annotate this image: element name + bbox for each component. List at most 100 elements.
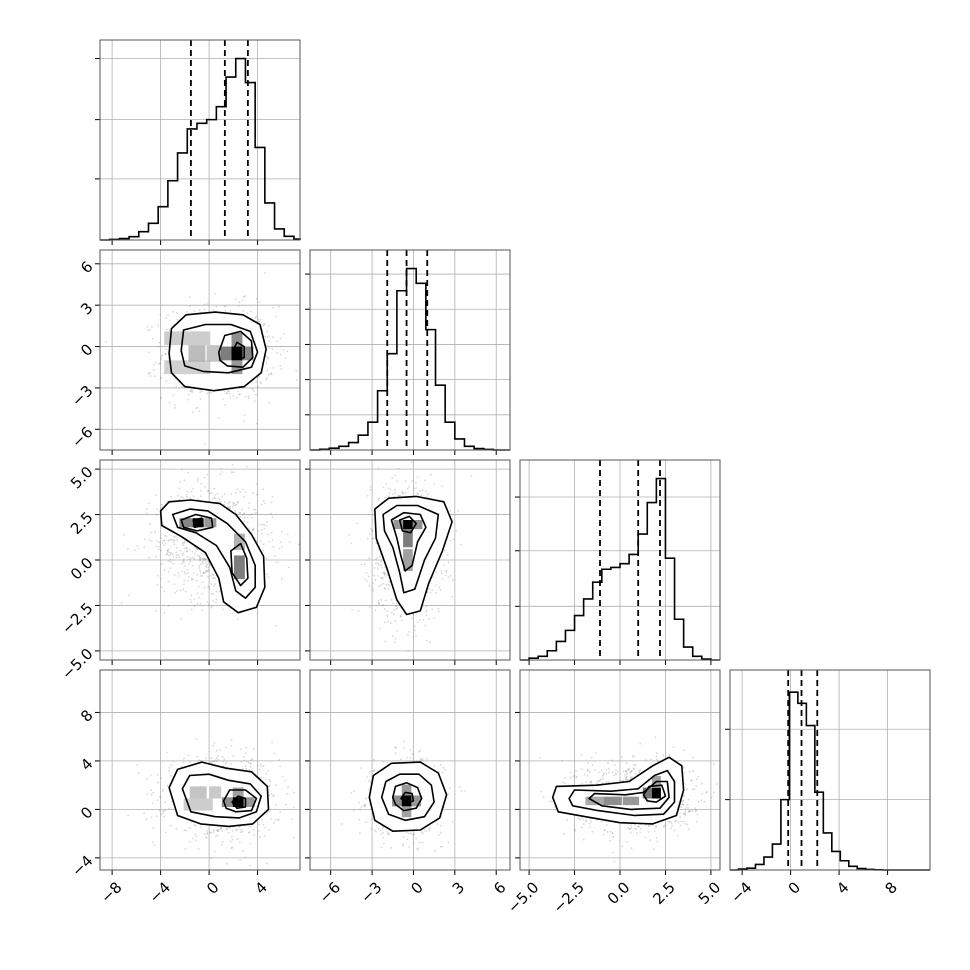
scatter-point xyxy=(394,489,396,491)
scatter-point xyxy=(279,811,282,813)
scatter-point xyxy=(192,495,195,498)
scatter-point xyxy=(420,494,423,497)
scatter-point xyxy=(411,617,413,619)
scatter-point xyxy=(411,753,414,756)
scatter-point xyxy=(375,541,378,544)
scatter-point xyxy=(165,553,168,556)
scatter-point xyxy=(426,495,428,498)
contour-line-2 xyxy=(218,330,254,368)
scatter-point xyxy=(695,809,698,812)
scatter-point xyxy=(369,770,372,773)
scatter-point xyxy=(231,471,233,474)
scatter-point xyxy=(441,771,444,774)
scatter-point xyxy=(697,775,700,778)
scatter-point xyxy=(363,578,366,581)
scatter-point xyxy=(390,599,393,601)
contour-line-1 xyxy=(181,773,262,819)
scatter-point xyxy=(254,512,257,515)
scatter-point xyxy=(196,592,199,595)
scatter-point xyxy=(196,548,198,550)
scatter-point xyxy=(255,315,258,318)
scatter-point xyxy=(242,759,245,762)
scatter-point xyxy=(428,641,431,644)
density-panel-content xyxy=(100,250,300,450)
scatter-point xyxy=(417,493,419,496)
scatter-point xyxy=(371,530,374,533)
scatter-point xyxy=(378,603,381,606)
scatter-point xyxy=(600,769,603,772)
scatter-point xyxy=(363,563,366,566)
scatter-point xyxy=(252,508,255,511)
scatter-point xyxy=(201,609,204,611)
scatter-point xyxy=(387,583,390,586)
scatter-point xyxy=(613,774,615,777)
scatter-point xyxy=(281,775,284,778)
scatter-point xyxy=(379,829,382,832)
scatter-point xyxy=(252,529,255,531)
scatter-point xyxy=(377,584,380,587)
scatter-point xyxy=(156,583,159,586)
scatter-point xyxy=(694,807,697,810)
scatter-point xyxy=(356,522,358,525)
scatter-point xyxy=(240,828,243,831)
scatter-point xyxy=(628,827,631,830)
scatter-point xyxy=(259,540,262,543)
scatter-point xyxy=(656,758,658,761)
scatter-point xyxy=(448,787,451,790)
scatter-point xyxy=(238,301,241,304)
scatter-point xyxy=(419,749,422,752)
density-cell xyxy=(412,520,423,530)
scatter-point xyxy=(380,564,383,566)
scatter-point xyxy=(157,546,160,548)
scatter-point xyxy=(246,312,249,314)
scatter-point xyxy=(418,750,420,753)
scatter-point xyxy=(196,554,199,557)
scatter-point xyxy=(218,417,220,419)
scatter-point xyxy=(376,557,378,559)
scatter-point xyxy=(152,791,155,794)
density-cell xyxy=(392,795,402,807)
scatter-point xyxy=(155,545,158,547)
scatter-point xyxy=(225,746,227,749)
scatter-point xyxy=(254,316,257,319)
scatter-point xyxy=(206,473,208,476)
scatter-point xyxy=(368,780,370,782)
scatter-point xyxy=(365,572,368,574)
scatter-point xyxy=(388,495,390,498)
scatter-point xyxy=(377,499,380,501)
scatter-point xyxy=(205,837,208,840)
scatter-point xyxy=(630,847,633,849)
scatter-point xyxy=(189,497,192,500)
scatter-point xyxy=(188,558,191,561)
scatter-point xyxy=(230,492,233,495)
scatter-point xyxy=(215,590,218,593)
scatter-point xyxy=(256,764,259,767)
scatter-point xyxy=(212,760,215,763)
scatter-point xyxy=(243,520,246,522)
scatter-point xyxy=(239,859,242,861)
scatter-point xyxy=(602,833,605,836)
scatter-point xyxy=(402,747,405,749)
scatter-point xyxy=(200,826,203,828)
scatter-point xyxy=(439,824,442,827)
scatter-point xyxy=(183,757,185,760)
scatter-point xyxy=(172,541,175,543)
density-cell xyxy=(206,345,222,362)
scatter-point xyxy=(205,570,208,573)
scatter-point xyxy=(175,590,178,592)
scatter-point xyxy=(385,583,388,586)
scatter-point xyxy=(246,521,249,524)
scatter-point xyxy=(295,369,298,372)
scatter-point xyxy=(183,571,186,574)
scatter-point xyxy=(206,833,209,835)
scatter-point xyxy=(232,755,235,757)
contour-line-0 xyxy=(368,761,448,832)
scatter-point xyxy=(236,500,239,503)
scatter-point xyxy=(452,538,455,541)
scatter-point xyxy=(177,494,180,497)
scatter-point xyxy=(170,775,173,777)
density-cell xyxy=(403,520,413,530)
scatter-point xyxy=(149,523,152,525)
scatter-point xyxy=(266,336,269,339)
scatter-point xyxy=(265,773,268,775)
